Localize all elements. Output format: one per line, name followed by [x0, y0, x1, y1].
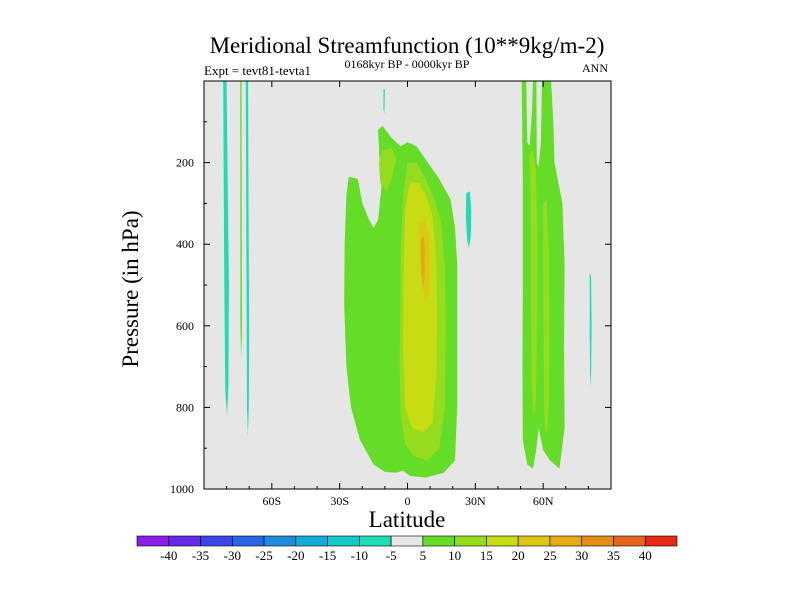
contour-nh-lime-band-2 [543, 199, 550, 436]
colorbar-label: -40 [160, 548, 177, 563]
colorbar-label: 5 [420, 548, 427, 563]
x-axis-label: Latitude [369, 507, 446, 532]
colorbar-swatch [168, 535, 201, 547]
contour-itcz-orange [420, 236, 426, 290]
colorbar-swatch [422, 535, 455, 547]
colorbar-label: -30 [224, 548, 241, 563]
colorbar-swatch [581, 535, 614, 547]
chart-title: Meridional Streamfunction (10**9kg/m-2) [210, 33, 605, 58]
colorbar-swatch [136, 535, 170, 547]
y-tick-label: 800 [176, 400, 194, 414]
colorbar-swatch [517, 535, 551, 547]
colorbar-label: 10 [448, 548, 461, 563]
colorbar-label: -20 [287, 548, 304, 563]
colorbar-swatch [327, 535, 360, 547]
colorbar: -40 -35 -30 -25 -20 -15 -10 -5 5 10 15 20 25 30 35 40 [136, 535, 678, 563]
contour-sh-green-sliver [240, 81, 242, 359]
colorbar-swatch [549, 535, 583, 547]
colorbar-swatch [486, 535, 519, 547]
colorbar-swatch [200, 535, 233, 547]
colorbar-swatch [231, 535, 265, 547]
colorbar-swatch [263, 535, 297, 547]
colorbar-label: -10 [351, 548, 368, 563]
season-label: ANN [582, 61, 608, 75]
colorbar-swatch [454, 535, 487, 547]
y-axis: 200 400 600 800 1000 [170, 121, 611, 496]
contour-nh-cyan-blob [465, 191, 472, 249]
colorbar-label: 25 [543, 548, 556, 563]
x-axis: 60S 30S 0 30N 60N [226, 81, 589, 508]
x-tick-label: 30N [465, 494, 486, 508]
contour-sh-cyan-strip-2 [245, 81, 250, 436]
contour-nh-cyan-sliver [589, 272, 592, 387]
colorbar-label: -25 [255, 548, 272, 563]
x-tick-label: 60S [262, 494, 281, 508]
y-axis-label: Pressure (in hPa) [118, 210, 143, 367]
colorbar-label: -35 [192, 548, 209, 563]
y-tick-label: 200 [176, 156, 194, 170]
y-tick-label: 400 [176, 237, 194, 251]
x-tick-label: 0 [405, 494, 411, 508]
colorbar-label: 30 [575, 548, 588, 563]
colorbar-swatch [613, 535, 646, 547]
contour-itcz-yellow [403, 183, 437, 432]
contour-nh-lime-band [529, 150, 538, 420]
contour-sh-cyan-strip-1 [223, 81, 229, 416]
x-tick-label: 30S [330, 494, 349, 508]
colorbar-label: -15 [319, 548, 336, 563]
time-range-label: 0168kyr BP - 0000kyr BP [345, 57, 470, 71]
colorbar-label: -5 [386, 548, 397, 563]
colorbar-label: 35 [607, 548, 620, 563]
contour-regions [223, 81, 592, 478]
plot-area: 60S 30S 0 30N 60N 200 400 600 800 1000 [170, 80, 612, 508]
x-tick-label: 60N [533, 494, 554, 508]
y-tick-label: 1000 [170, 482, 194, 496]
experiment-label: Expt = tevt81-tevta1 [204, 63, 311, 78]
colorbar-swatch [295, 535, 328, 547]
colorbar-swatch [644, 535, 678, 547]
colorbar-swatch [359, 535, 392, 547]
colorbar-label: 15 [480, 548, 493, 563]
colorbar-swatch [390, 535, 424, 547]
contour-eq-cyan-dot [383, 89, 385, 114]
colorbar-label: 40 [639, 548, 652, 563]
colorbar-label: 20 [512, 548, 525, 563]
y-tick-label: 600 [176, 319, 194, 333]
contour-itcz-lime-left [379, 148, 397, 192]
